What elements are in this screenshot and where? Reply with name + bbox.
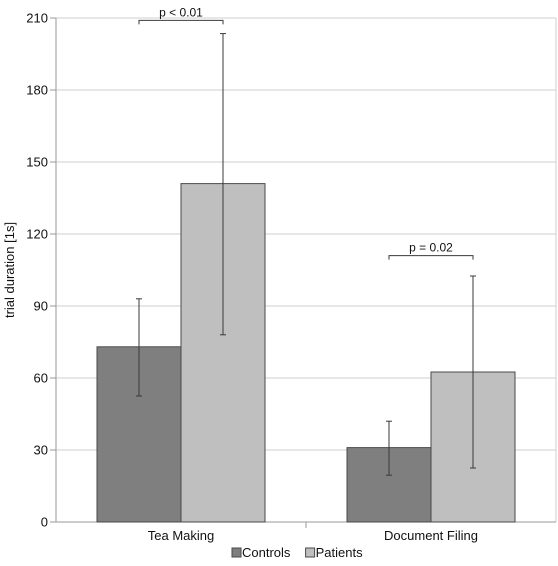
x-axis-categories: Tea Making Document Filing	[148, 522, 478, 543]
x-category-label: Document Filing	[384, 528, 478, 543]
significance-bracket	[388, 255, 474, 260]
y-tick-label: 210	[26, 11, 48, 26]
legend-swatch-controls	[231, 547, 242, 558]
legend-label-patients: Patients	[316, 545, 363, 560]
legend-label-controls: Controls	[242, 545, 291, 560]
y-tick-label: 90	[34, 299, 48, 314]
y-tick-label: 30	[34, 443, 48, 458]
error-bars	[136, 33, 476, 476]
y-tick-label: 120	[26, 227, 48, 242]
significance-bracket	[138, 19, 224, 25]
y-tick-label: 180	[26, 83, 48, 98]
y-tick-label: 0	[41, 515, 48, 530]
significance-annotations: p < 0.01 p = 0.02	[138, 5, 474, 260]
legend: Controls Patients	[231, 545, 363, 560]
y-axis-label: trial duration [1s]	[2, 222, 17, 318]
y-axis-ticks: 0 30 60 90 120 150 180 210	[26, 11, 56, 530]
significance-label: p < 0.01	[159, 5, 203, 19]
y-tick-label: 60	[34, 371, 48, 386]
x-category-label: Tea Making	[148, 528, 214, 543]
y-tick-label: 150	[26, 155, 48, 170]
significance-label: p = 0.02	[409, 241, 453, 255]
legend-swatch-patients	[305, 547, 316, 558]
